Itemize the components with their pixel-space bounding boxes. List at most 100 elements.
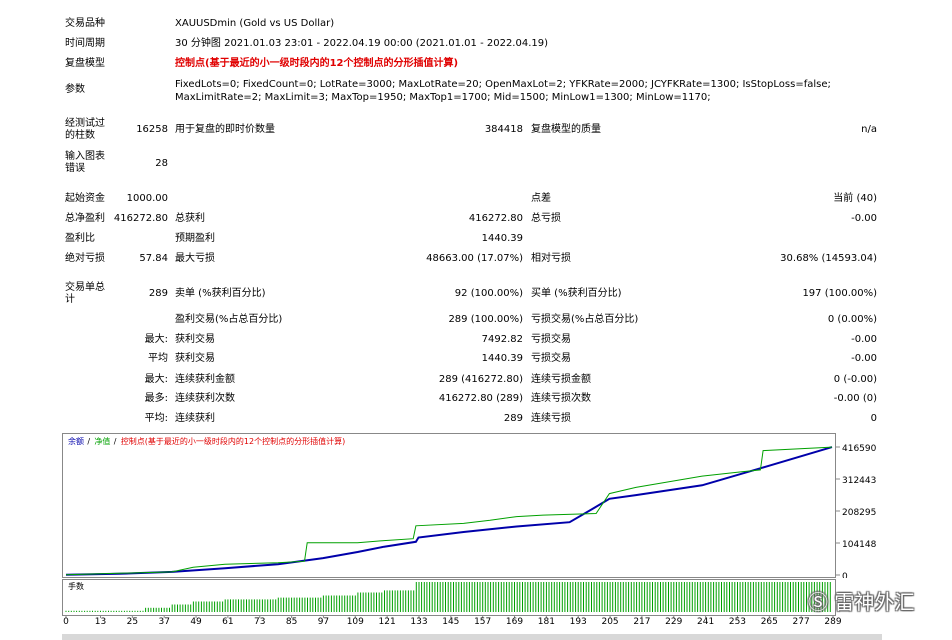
x-tick-label: 49: [190, 617, 202, 627]
params-line-2: MaxLimitRate=2; MaxLimit=3; MaxTop=1950;…: [175, 92, 711, 103]
relative-drawdown-value: 30.68% (14593.04): [780, 253, 877, 264]
maximum-label: 最大:: [144, 374, 168, 385]
x-tick-label: 193: [570, 617, 587, 627]
x-tick-label: 265: [761, 617, 778, 627]
params-label: 参数: [65, 84, 85, 95]
largest-profit-value: 7492.82: [481, 334, 523, 345]
period-label: 时间周期: [65, 38, 105, 49]
x-tick-label: 277: [793, 617, 810, 627]
period-value: 30 分钟图 2021.01.03 23:01 - 2022.04.19 00:…: [175, 38, 549, 49]
profit-factor-label: 盈利比: [65, 233, 95, 244]
balance-line: [65, 446, 833, 576]
absolute-drawdown-label: 绝对亏损: [65, 253, 105, 264]
x-tick-label: 241: [697, 617, 714, 627]
x-tick-label: 289: [824, 617, 841, 627]
legend-separator: /: [114, 437, 117, 446]
largest-loss-value: -0.00: [851, 334, 877, 345]
max-consecutive-losses-amount-label: 连续亏损金额: [531, 374, 591, 385]
gross-loss-value: -0.00: [851, 213, 877, 224]
legend-entry: 净值: [94, 436, 110, 446]
most-consecutive-losses-value: -0.00 (0): [833, 393, 877, 404]
average-profit-value: 1440.39: [481, 353, 523, 364]
max-consecutive-wins-amount-label: 连续获利金额: [175, 374, 235, 385]
errors-label-2: 错误: [65, 163, 85, 174]
largest-profit-label: 获利交易: [175, 334, 215, 345]
max-drawdown-value: 48663.00 (17.07%): [426, 253, 523, 264]
plot-frame: [62, 433, 836, 578]
lots-chart: 手数 0 13 25 37 49 61 73 85 97 109 121 133 145 157 169 181…: [62, 579, 882, 640]
long-positions-value: 197 (100.00%): [802, 288, 877, 299]
footer-strip: [62, 634, 882, 640]
gross-profit-label: 总获利: [175, 213, 205, 224]
x-tick-label: 217: [633, 617, 650, 627]
gross-profit-value: 416272.80: [468, 213, 523, 224]
average-consecutive-losses-value: 0: [870, 413, 877, 424]
total-trades-label-1: 交易单总: [65, 282, 105, 293]
x-tick-label: 61: [222, 617, 233, 627]
quality-label: 复盘模型的质量: [531, 124, 601, 135]
y-tick-label: 416590: [842, 444, 877, 454]
watermark-text: 雷神外汇: [834, 590, 915, 614]
x-tick-label: 25: [127, 617, 138, 627]
net-profit-label: 总净盈利: [65, 213, 105, 224]
bars-value: 16258: [136, 124, 168, 135]
model-value: 控制点(基于最近的小一级时段内的12个控制点的分形插值计算): [175, 58, 459, 69]
x-tick-label: 169: [506, 617, 523, 627]
max-consecutive-wins-amount-value: 289 (416272.80): [438, 374, 523, 385]
legend-entry: 控制点(基于最近的小一级时段内的12个控制点的分形插值计算): [121, 436, 345, 446]
profit-trades-label: 盈利交易(%占总百分比): [175, 314, 283, 325]
ticks-label: 用于复盘的即时价数量: [175, 124, 275, 135]
legend-separator: /: [87, 437, 90, 446]
average-consecutive-wins-value: 289: [503, 413, 523, 424]
max-consecutive-losses-amount-value: 0 (-0.00): [833, 374, 877, 385]
y-tick-label: 208295: [842, 508, 876, 518]
x-tick-label: 205: [601, 617, 618, 627]
profit-trades-value: 289 (100.00%): [448, 314, 523, 325]
x-tick-label: 253: [729, 617, 746, 627]
symbol-label: 交易品种: [65, 18, 105, 29]
x-tick-label: 85: [286, 617, 297, 627]
absolute-drawdown-value: 57.84: [139, 253, 168, 264]
loss-trades-label: 亏损交易(%占总百分比): [531, 314, 639, 325]
most-consecutive-losses-label: 连续亏损次数: [531, 393, 591, 404]
expected-payoff-value: 1440.39: [481, 233, 523, 244]
expected-payoff-label: 预期盈利: [175, 233, 215, 244]
deposit-value: 1000.00: [126, 193, 168, 204]
x-tick-label: 181: [538, 617, 555, 627]
bars-label-2: 的柱数: [65, 130, 95, 141]
x-tick-label: 145: [442, 617, 459, 627]
lots-frame: [62, 579, 836, 616]
x-tick-label: 109: [347, 617, 364, 627]
loss-trades-value: 0 (0.00%): [827, 314, 877, 325]
short-positions-value: 92 (100.00%): [454, 288, 523, 299]
y-tick-label: 0: [842, 572, 848, 578]
gross-loss-label: 总亏损: [531, 213, 561, 224]
quality-value: n/a: [861, 124, 877, 135]
long-positions-label: 买单 (%获利百分比): [531, 288, 622, 299]
symbol-value: XAUUSDmin (Gold vs US Dollar): [175, 18, 335, 29]
x-tick-label: 97: [318, 617, 329, 627]
short-positions-label: 卖单 (%获利百分比): [175, 288, 266, 299]
most-label: 最多:: [144, 393, 168, 404]
net-profit-value: 416272.80: [113, 213, 168, 224]
average-profit-label: 获利交易: [175, 353, 215, 364]
x-tick-label: 133: [410, 617, 427, 627]
y-tick-label: 104148: [842, 540, 877, 550]
relative-drawdown-label: 相对亏损: [531, 253, 571, 264]
y-tick-label: 312443: [842, 476, 876, 486]
x-tick-label: 73: [254, 617, 265, 627]
largest-loss-label: 亏损交易: [531, 334, 571, 345]
x-tick-label: 13: [95, 617, 106, 627]
bars-label-1: 经测试过: [65, 118, 105, 129]
ticks-value: 384418: [484, 124, 523, 135]
most-consecutive-wins-value: 416272.80 (289): [438, 393, 523, 404]
errors-label-1: 输入图表: [65, 151, 105, 162]
average-loss-label: 亏损交易: [531, 353, 571, 364]
total-trades-label-2: 计: [65, 294, 75, 305]
equity-line: [65, 446, 833, 576]
largest-label: 最大:: [144, 334, 168, 345]
x-tick-label: 37: [158, 617, 169, 627]
average-label: 平均: [148, 353, 168, 364]
x-tick-label: 229: [665, 617, 682, 627]
deposit-label: 起始资金: [65, 193, 105, 204]
